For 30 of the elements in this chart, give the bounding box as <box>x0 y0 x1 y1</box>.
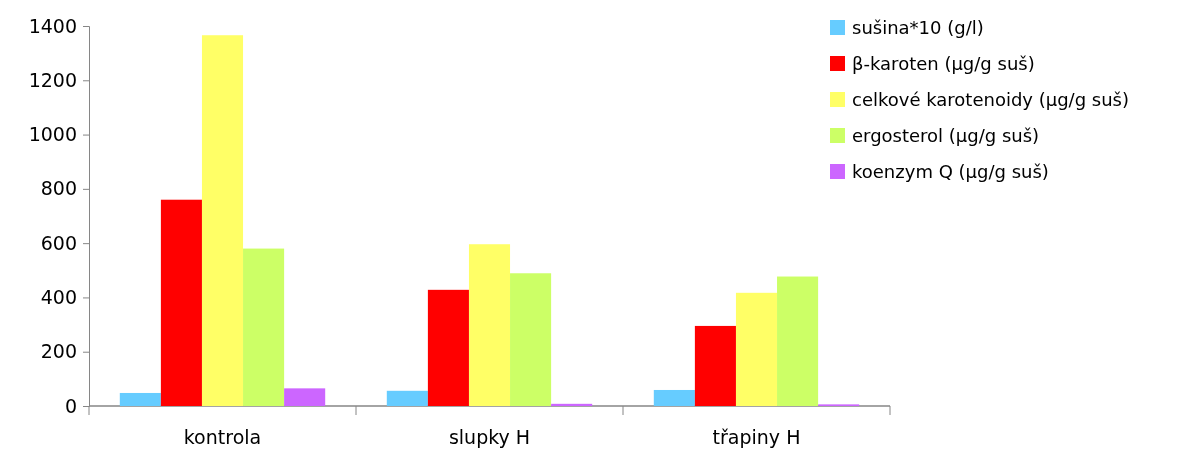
y-tick-label: 200 <box>40 340 77 363</box>
bar <box>551 403 593 406</box>
y-tick-label: 1000 <box>28 123 77 146</box>
bar <box>777 276 819 406</box>
y-tick-label: 1400 <box>28 14 77 37</box>
legend-label: ergosterol (µg/g suš) <box>852 125 1040 146</box>
bar <box>243 248 285 406</box>
legend-label: β-karoten (µg/g suš) <box>852 53 1035 74</box>
bar <box>510 273 552 406</box>
y-tick-label: 800 <box>40 177 77 200</box>
y-tick-label: 0 <box>64 394 77 417</box>
bar <box>735 292 778 406</box>
legend-label: sušina*10 (g/l) <box>852 17 984 38</box>
y-tick-label: 400 <box>40 286 77 309</box>
legend-label: koenzym Q (µg/g suš) <box>852 161 1049 182</box>
y-tick-label: 600 <box>40 231 77 254</box>
bar <box>653 389 695 406</box>
bar <box>119 392 161 406</box>
bar <box>427 289 469 406</box>
y-tick-label: 1200 <box>28 68 77 91</box>
x-tick-label: slupky H <box>448 426 531 448</box>
x-tick-label: třapiny H <box>712 426 801 448</box>
legend-label: celkové karotenoidy (µg/g suš) <box>852 89 1130 110</box>
bar <box>284 388 326 406</box>
bar <box>160 199 202 406</box>
bar <box>386 390 428 406</box>
bar <box>694 325 736 406</box>
x-tick-label: kontrola <box>183 426 262 448</box>
bar <box>201 35 244 406</box>
bar <box>468 244 511 406</box>
